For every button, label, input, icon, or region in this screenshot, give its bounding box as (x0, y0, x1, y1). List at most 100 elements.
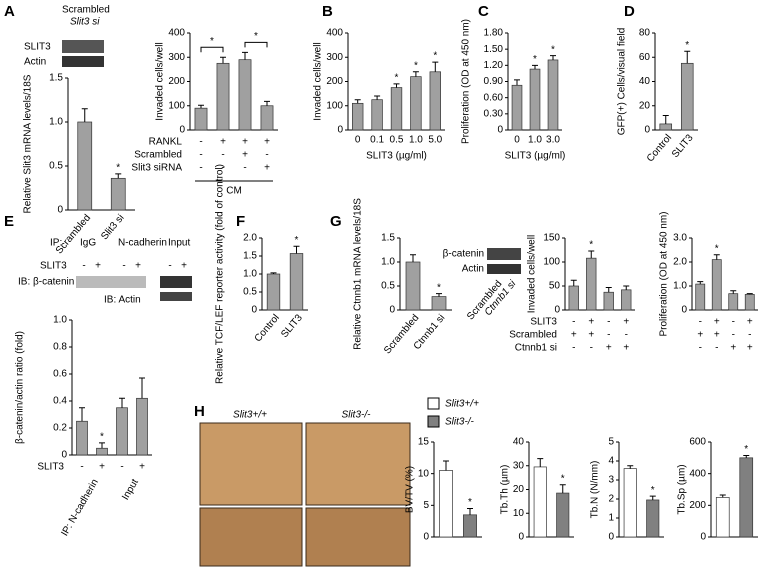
row-sign: - (732, 330, 735, 341)
error-bar (432, 61, 439, 72)
y-tick-label: 0 (497, 125, 503, 136)
row-sign: + (588, 317, 594, 328)
row-sign: - (732, 317, 735, 328)
error-bar (270, 272, 277, 274)
y-tick-label: 5 (608, 437, 614, 448)
y-tick-label: 10 (418, 468, 430, 479)
x-tick-label: 0 (514, 135, 520, 146)
y-axis-label: Relative Ctnnb1 mRNA levels/18S (353, 198, 364, 350)
y-tick-label: 4 (608, 456, 614, 467)
blot-label: IB: Actin (104, 295, 141, 306)
blot-label: Actin (462, 264, 484, 275)
panel-letter: A (4, 3, 15, 20)
y-tick-label: 1.5 (49, 73, 63, 84)
row-label: RANKL (149, 137, 183, 148)
bar (680, 62, 694, 131)
legend-label: Slit3-/- (445, 417, 475, 428)
row-sign: - (607, 317, 610, 328)
y-tick-label: 0 (61, 450, 67, 461)
y-tick-label: 0 (608, 532, 614, 543)
y-tick-label: 0.5 (381, 281, 395, 292)
blot-band (160, 276, 192, 288)
row-label: SLIT3 (530, 317, 557, 328)
bar (603, 291, 614, 311)
row-sign: - (748, 330, 751, 341)
row-sign: + (747, 317, 753, 328)
y-tick-label: 1.80 (484, 28, 504, 39)
row-label: Scrambled (134, 150, 182, 161)
y-tick-label: 0 (337, 125, 343, 136)
group-label: Input (120, 477, 141, 502)
panel-letter: H (194, 403, 205, 420)
legend-swatch (427, 415, 440, 428)
bar (136, 397, 148, 456)
y-axis-label: Proliferation (OD at 450 nm) (461, 19, 472, 144)
error-bar (743, 454, 750, 458)
blot-label: IgG (80, 238, 96, 249)
error-bar (559, 484, 566, 494)
error-bar (264, 100, 270, 106)
lane-label: Slit3 si (70, 17, 100, 28)
y-tick-label: 200 (689, 500, 706, 511)
bar (371, 99, 383, 131)
bar (728, 293, 739, 311)
genotype-label: Slit3+/+ (233, 410, 267, 421)
significance-marker: * (533, 54, 537, 65)
blot-label: Input (168, 238, 190, 249)
y-axis-label: Relative TCF/LEF reporter activity (fold… (215, 164, 226, 384)
bone-image (305, 507, 411, 567)
x-tick-label: 1.0 (528, 135, 542, 146)
panel-letter: B (322, 3, 333, 20)
y-tick-label: 0.6 (53, 369, 67, 380)
bar (659, 123, 673, 131)
y-tick-label: 40 (513, 437, 525, 448)
bar (266, 273, 281, 311)
row-sign: - (572, 343, 575, 354)
bar (711, 259, 722, 311)
error-bar (79, 407, 85, 422)
bar (429, 71, 441, 131)
blot-label: Actin (24, 57, 46, 68)
blot-label: IP: (50, 238, 62, 249)
row-sign: - (243, 163, 246, 174)
y-axis-label: Invaded cells/well (527, 235, 538, 313)
sign: - (168, 261, 171, 272)
panel-letter: E (4, 213, 14, 230)
error-bar (719, 494, 726, 498)
y-tick-label: 0 (518, 532, 524, 543)
y-tick-label: 0 (644, 125, 650, 136)
y-tick-label: 1.50 (484, 44, 504, 55)
row-sign: - (265, 150, 268, 161)
y-tick-label: 40 (639, 76, 651, 87)
row-sign: - (607, 330, 610, 341)
row-sign: - (699, 343, 702, 354)
row-sign: + (623, 317, 629, 328)
y-axis-label: β-catenin/actin ratio (fold) (15, 331, 26, 444)
y-tick-label: 400 (168, 28, 185, 39)
row-sign: + (220, 137, 226, 148)
y-tick-label: 1.0 (243, 269, 257, 280)
row-label: Slit3 siRNA (131, 163, 182, 174)
row-sign: + (242, 137, 248, 148)
blot-label: IB: β-catenin (18, 277, 74, 288)
sign: - (122, 261, 125, 272)
bar (260, 105, 274, 131)
bar (744, 294, 755, 311)
x-tick-label: Control (253, 313, 282, 345)
y-tick-label: 1.0 (53, 315, 67, 326)
row-label: Ctnnb1 si (515, 343, 557, 354)
x-tick-label: SLIT3 (279, 312, 305, 340)
y-axis-label: Proliferation (OD at 450 nm) (659, 211, 670, 336)
significance-marker: * (589, 240, 593, 251)
error-bar (649, 495, 656, 500)
y-tick-label: 0 (389, 305, 395, 316)
error-bar (627, 465, 634, 469)
x-tick-label: 3.0 (546, 135, 560, 146)
row-sign: - (715, 343, 718, 354)
y-tick-label: 60 (639, 52, 651, 63)
error-bar (550, 55, 556, 60)
sign: - (82, 261, 85, 272)
error-bar (467, 508, 473, 515)
y-tick-label: 0.2 (53, 423, 67, 434)
